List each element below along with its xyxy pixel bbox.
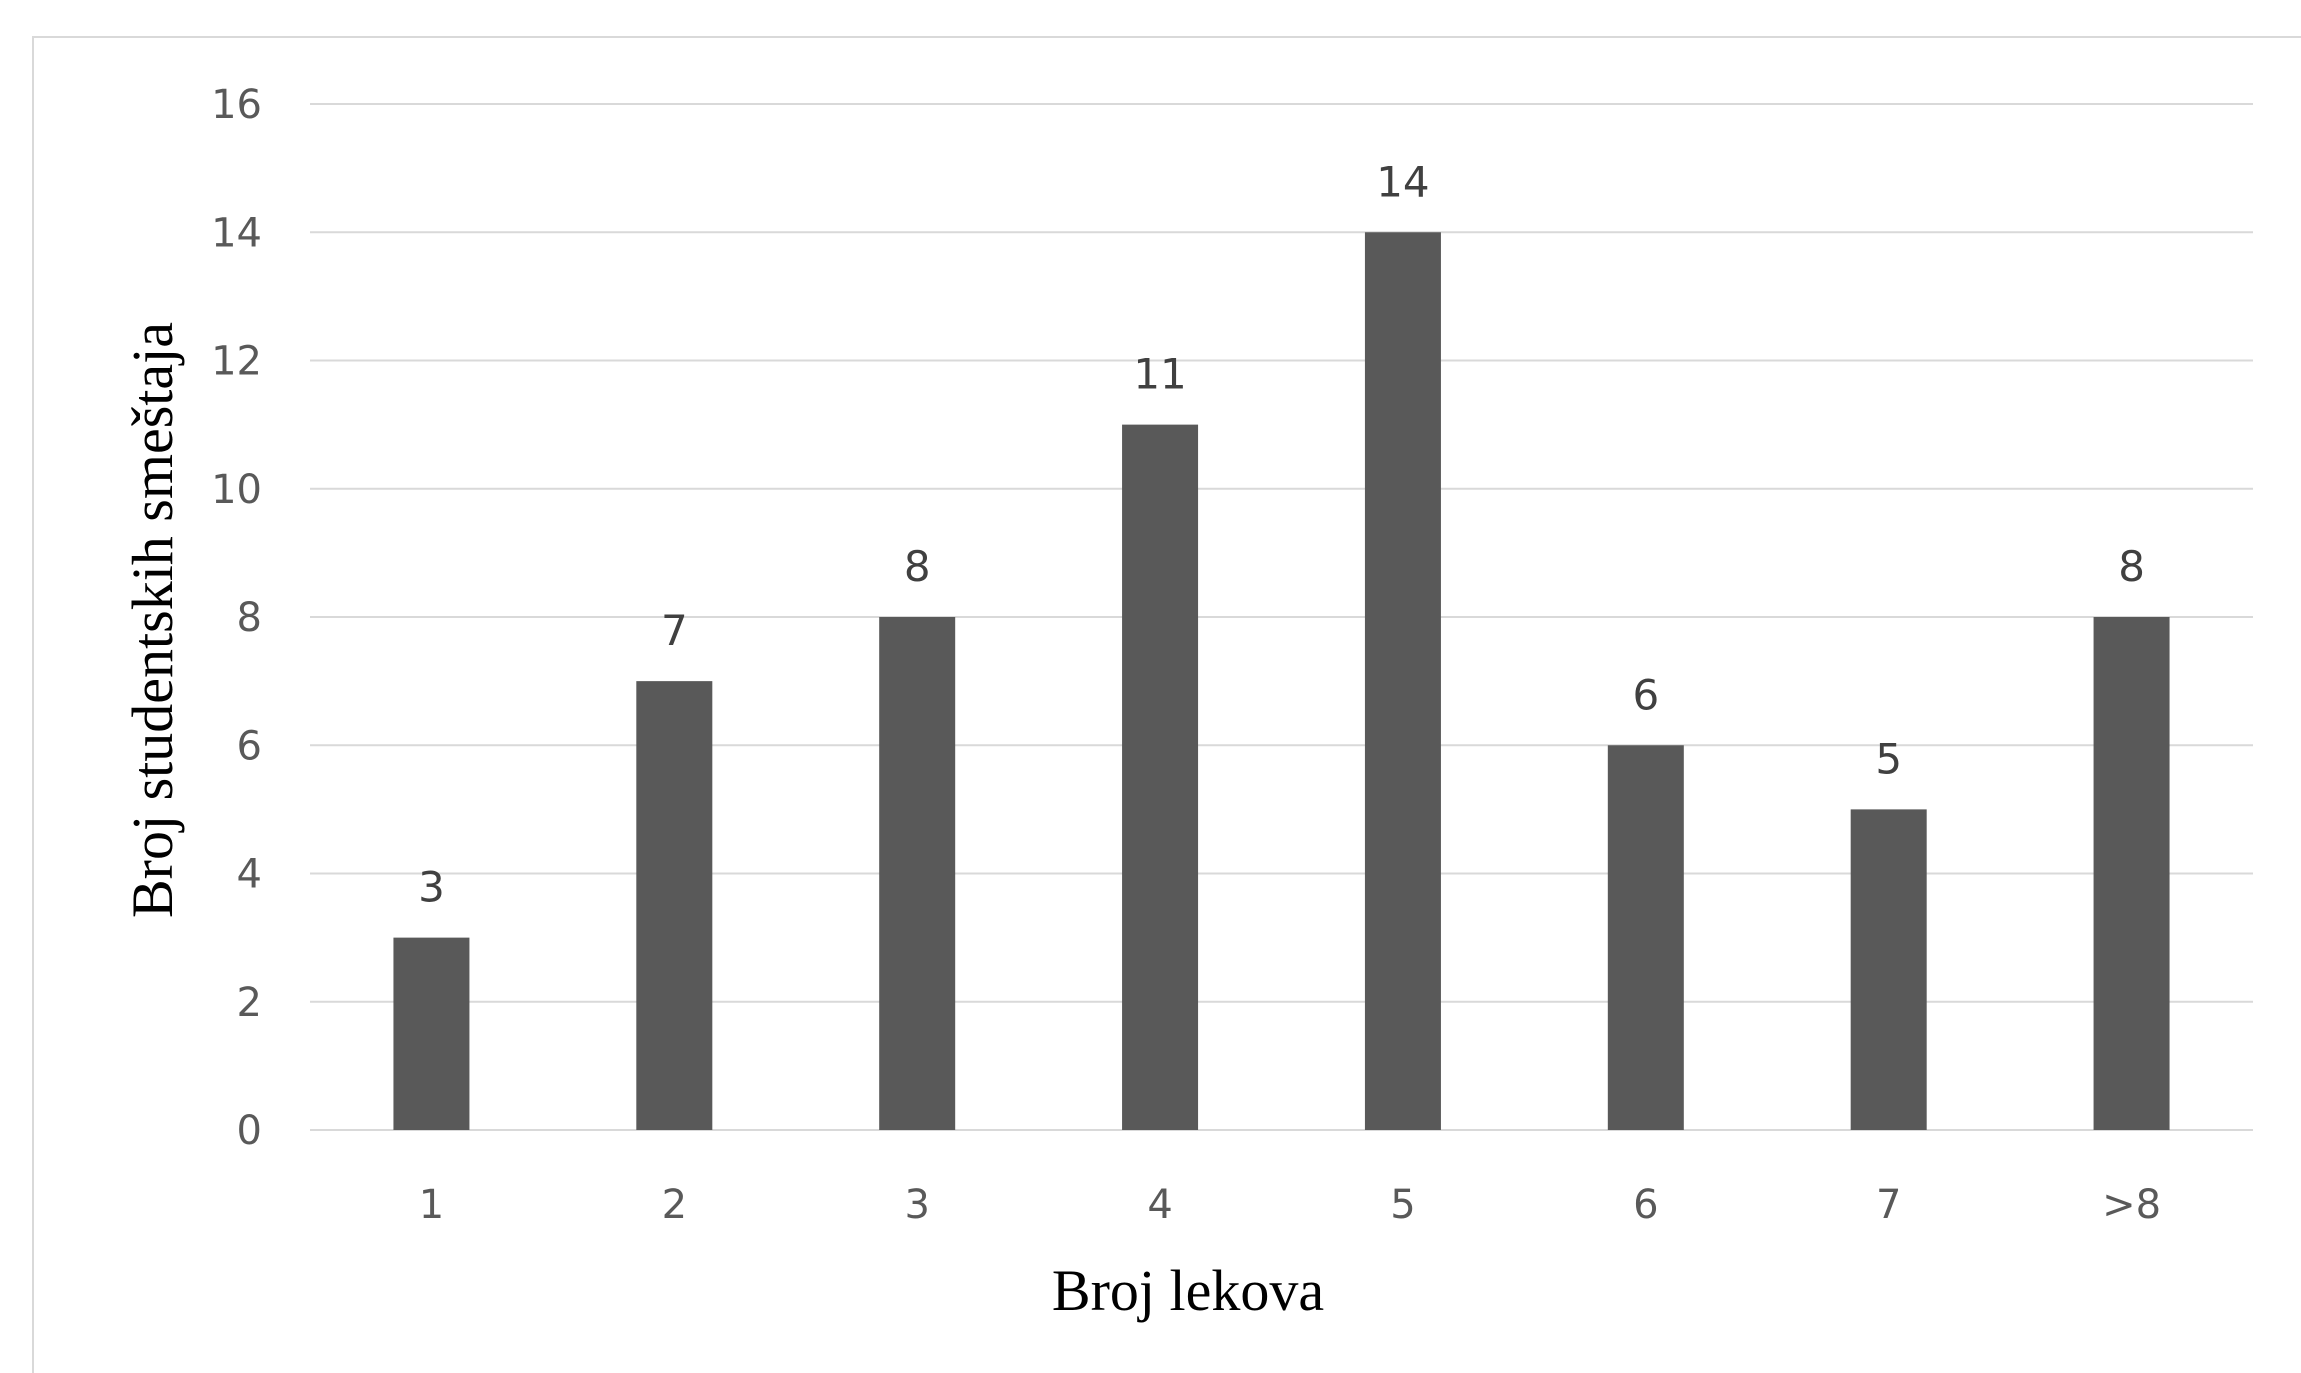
x-tick-label: 2 [662, 1182, 687, 1228]
y-axis-title: Broj studentskih smeštaja [120, 322, 185, 918]
x-axis-title: Broj lekova [1052, 1258, 1324, 1323]
data-labels: 3 7 8 11 14 6 5 8 [418, 157, 2145, 911]
bar-3 [879, 617, 956, 1130]
y-tick-label: 14 [211, 210, 262, 256]
data-label: 11 [1133, 350, 1186, 399]
y-tick-label: 0 [237, 1108, 262, 1154]
data-label: 14 [1376, 157, 1429, 206]
x-tick-label: 7 [1876, 1182, 1901, 1228]
bar-8 [2093, 617, 2170, 1130]
data-label: 3 [418, 863, 445, 912]
y-tick-label: 8 [237, 595, 262, 641]
x-tick-label: >8 [2102, 1182, 2161, 1228]
data-label: 5 [1875, 734, 1902, 783]
x-tick-label: 6 [1633, 1182, 1658, 1228]
y-axis-ticks: 0 2 4 6 8 10 12 14 16 [211, 82, 262, 1154]
bar-2 [636, 681, 713, 1130]
data-label: 7 [661, 606, 688, 655]
gridlines [310, 103, 2253, 1131]
bar-7 [1850, 809, 1927, 1130]
x-axis-ticks: 1 2 3 4 5 6 7 >8 [419, 1182, 2161, 1228]
bar-4 [1122, 424, 1199, 1130]
data-label: 8 [2118, 542, 2145, 591]
data-label: 8 [904, 542, 931, 591]
data-label: 6 [1632, 670, 1659, 719]
bars [393, 232, 2170, 1130]
x-tick-label: 5 [1390, 1182, 1415, 1228]
y-tick-label: 2 [237, 980, 262, 1026]
bar-1 [393, 937, 470, 1130]
bar-6 [1607, 745, 1684, 1130]
y-tick-label: 16 [211, 82, 262, 128]
x-tick-label: 1 [419, 1182, 444, 1228]
y-tick-label: 10 [211, 467, 262, 513]
y-tick-label: 12 [211, 339, 262, 385]
x-tick-label: 4 [1147, 1182, 1172, 1228]
bar-5 [1364, 232, 1441, 1130]
x-tick-label: 3 [904, 1182, 929, 1228]
y-tick-label: 4 [237, 852, 262, 898]
y-tick-label: 6 [237, 723, 262, 769]
